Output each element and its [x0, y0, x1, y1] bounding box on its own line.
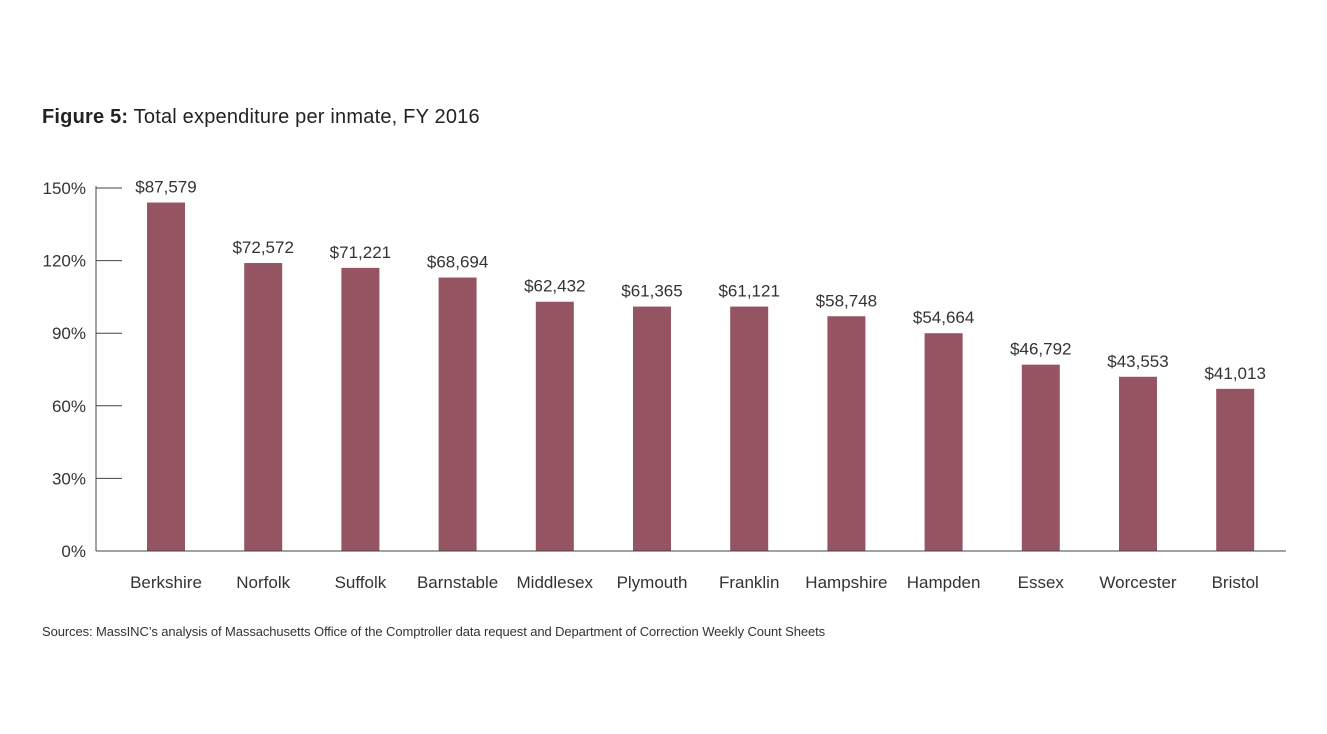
- bar-value-label: $68,694: [427, 253, 488, 272]
- bar: [827, 316, 866, 551]
- figure-title-text: Total expenditure per inmate, FY 2016: [133, 106, 480, 128]
- bar: [1021, 364, 1060, 551]
- bar-value-label: $43,553: [1107, 352, 1168, 371]
- bar: [535, 301, 574, 551]
- bar: [924, 333, 963, 551]
- bars: [147, 202, 1255, 551]
- y-axis: 0% 30% 60% 90% 120% 150%: [43, 179, 122, 561]
- x-category-label: Berkshire: [130, 573, 202, 592]
- bar-value-label: $61,365: [621, 282, 682, 301]
- bar-value-label: $71,221: [330, 243, 391, 262]
- bar: [730, 306, 769, 551]
- x-category-label: Hampden: [907, 573, 981, 592]
- y-tick-label: 0%: [61, 542, 86, 561]
- x-category-label: Plymouth: [617, 573, 688, 592]
- x-category-label: Suffolk: [335, 573, 387, 592]
- x-category-label: Worcester: [1099, 573, 1176, 592]
- figure-title: Figure 5: Total expenditure per inmate, …: [42, 106, 480, 129]
- bar-value-label: $87,579: [135, 178, 196, 197]
- x-category-label: Bristol: [1212, 573, 1259, 592]
- bar-value-label: $72,572: [232, 238, 293, 257]
- x-category-label: Hampshire: [805, 573, 887, 592]
- bar-value-label: $54,664: [913, 308, 974, 327]
- x-category-label: Norfolk: [236, 573, 290, 592]
- x-category-label: Barnstable: [417, 573, 498, 592]
- bar-value-label: $62,432: [524, 277, 585, 296]
- bar: [438, 277, 477, 551]
- y-tick-label: 120%: [43, 252, 86, 271]
- y-tick-label: 60%: [52, 397, 86, 416]
- y-tick-label: 150%: [43, 179, 86, 198]
- bar: [341, 267, 380, 551]
- x-category-label: Essex: [1018, 573, 1065, 592]
- x-category-label: Franklin: [719, 573, 779, 592]
- value-labels: $87,579 $72,572 $71,221 $68,694 $62,432 $61,3…: [135, 178, 1266, 383]
- bar: [633, 306, 671, 551]
- category-labels: Berkshire Norfolk Suffolk Barnstable Middles…: [130, 573, 1259, 592]
- bar-value-label: $41,013: [1204, 364, 1265, 383]
- bar-value-label: $58,748: [816, 291, 877, 310]
- figure-number: Figure 5:: [42, 106, 129, 128]
- bar-value-label: $46,792: [1010, 340, 1071, 359]
- bar: [147, 202, 185, 551]
- bar-value-label: $61,121: [718, 282, 779, 301]
- x-category-label: Middlesex: [517, 573, 594, 592]
- source-note: Sources: MassINC’s analysis of Massachus…: [42, 624, 826, 639]
- y-tick-label: 30%: [52, 469, 86, 488]
- bar: [1119, 376, 1157, 551]
- bar: [244, 263, 283, 551]
- bar: [1216, 388, 1255, 551]
- y-tick-label: 90%: [52, 324, 86, 343]
